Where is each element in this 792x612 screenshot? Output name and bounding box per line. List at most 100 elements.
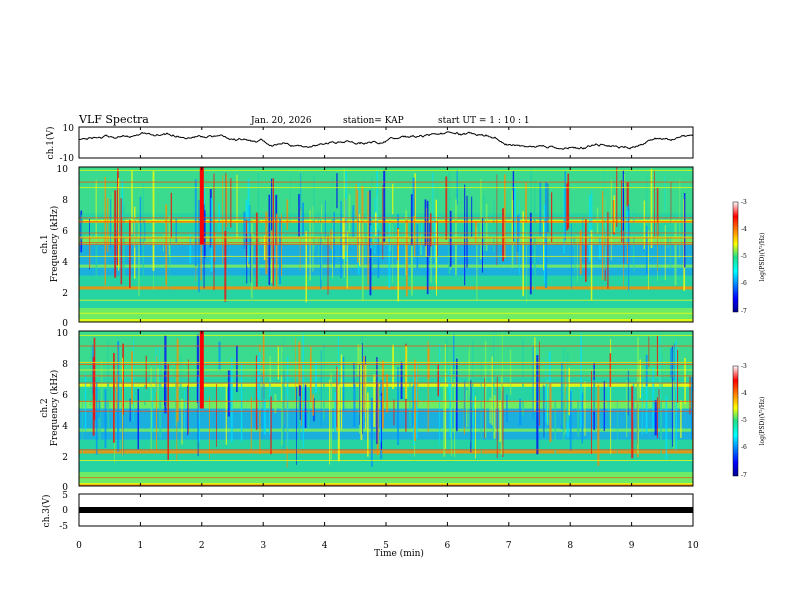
spectrogram-streak xyxy=(298,395,301,451)
spectrogram-streak xyxy=(187,359,189,435)
ch1-colorbar-tick-5: -5 xyxy=(741,253,747,260)
spectrogram-streak xyxy=(631,386,634,459)
spectrogram-streak xyxy=(375,212,377,236)
spectrogram-streak xyxy=(272,178,274,286)
spectrogram-streak xyxy=(664,225,666,281)
spectrogram-streak xyxy=(598,235,601,260)
spectrogram-streak xyxy=(453,334,455,375)
ch3-ytick-bottom: -5 xyxy=(59,522,68,532)
spectrogram-streak xyxy=(576,234,578,283)
spectrogram-streak xyxy=(300,215,302,239)
spectrogram-streak xyxy=(519,398,522,426)
spectrogram-line xyxy=(79,369,693,371)
spectrogram-streak xyxy=(445,339,448,374)
ch2-freq-tick-4: 4 xyxy=(62,422,68,432)
spectrogram-streak xyxy=(628,207,630,252)
spectrogram-streak xyxy=(657,222,658,282)
spectrogram-streak xyxy=(393,399,395,426)
spectrogram-streak xyxy=(539,182,542,236)
spectrogram-line xyxy=(79,221,693,223)
spectrogram-streak xyxy=(436,200,437,296)
spectrogram-streak xyxy=(392,223,394,284)
ch2-spectrogram-image xyxy=(79,331,694,486)
date-label: Jan. 20, 2026 xyxy=(250,116,312,126)
spectrogram-streak xyxy=(674,220,677,286)
time-tick-label: 6 xyxy=(445,541,451,551)
spectrogram-streak xyxy=(176,364,178,462)
spectrogram-streak xyxy=(257,356,260,400)
spectrogram-streak xyxy=(170,192,172,238)
spectrogram-streak xyxy=(133,339,134,422)
time-tick-label: 0 xyxy=(76,541,82,551)
spectrogram-streak xyxy=(626,182,629,211)
spectrogram-streak xyxy=(456,358,458,432)
ch1-freq-tick-10: 10 xyxy=(57,165,69,175)
ch2-freq-tick-10: 10 xyxy=(57,329,69,339)
spectrogram-streak xyxy=(357,189,359,263)
spectrogram-streak xyxy=(680,400,682,438)
spectrogram-streak xyxy=(353,383,356,427)
spectrogram-streak xyxy=(448,171,451,274)
ch2-colorbar-label: log(PSD)(V²/Hz) xyxy=(759,397,766,446)
spectrogram-streak xyxy=(567,173,570,229)
spectrogram-streak xyxy=(648,230,649,290)
spectrogram-streak xyxy=(493,200,495,252)
spectrogram-streak xyxy=(357,344,359,376)
spectrogram-streak xyxy=(283,368,285,450)
spectrogram-streak xyxy=(145,355,147,390)
spectrogram-streak xyxy=(522,339,524,416)
spectrogram-streak xyxy=(270,396,272,455)
spectrogram-streak xyxy=(597,385,600,466)
spectrogram-line xyxy=(79,242,693,244)
spectrogram-streak xyxy=(417,365,419,407)
ch1-voltage-trace xyxy=(78,131,694,150)
spectrogram-streak xyxy=(444,343,447,449)
spectrogram-streak xyxy=(104,389,107,448)
spectrogram-streak xyxy=(320,206,321,243)
spectrogram-streak xyxy=(164,335,167,414)
spectrogram-line xyxy=(79,361,693,363)
spectrogram-streak xyxy=(330,229,332,250)
spectrogram-streak xyxy=(255,355,258,430)
spectrogram-streak xyxy=(429,223,431,257)
spectrogram-streak xyxy=(187,385,188,436)
spectrogram-streak xyxy=(282,352,284,438)
spectrogram-streak xyxy=(196,334,199,403)
spectrogram-streak xyxy=(268,194,271,286)
spectrogram-streak xyxy=(337,384,340,462)
spectrogram-streak xyxy=(117,168,119,266)
spectrogram-streak xyxy=(218,341,221,371)
spectrogram-band xyxy=(79,450,693,454)
spectrogram-streak xyxy=(684,357,686,405)
spectrogram-streak xyxy=(116,346,118,392)
time-tick-label: 1 xyxy=(138,541,144,551)
spectrogram-streak xyxy=(179,355,182,398)
spectrogram-streak xyxy=(98,395,101,447)
ch1-freq-tick-2: 2 xyxy=(62,289,68,299)
spectrogram-line xyxy=(79,236,693,238)
spectrogram-streak xyxy=(313,175,315,251)
spectrogram-streak xyxy=(514,185,516,243)
ch2-spectrogram-channel-label: ch.2 xyxy=(40,398,50,417)
spectrogram-streak xyxy=(218,203,220,232)
spectrogram-streak xyxy=(236,345,238,393)
spectrogram-streak xyxy=(654,400,657,436)
spectrogram-streak xyxy=(482,218,483,273)
spectrogram-streak xyxy=(299,191,301,223)
spectrogram-streak xyxy=(98,400,100,418)
spectrogram-streak xyxy=(665,395,668,460)
spectrogram-streak xyxy=(89,235,91,269)
spectrogram-streak xyxy=(222,174,224,264)
spectrogram-streak xyxy=(156,355,158,451)
spectrogram-streak xyxy=(367,392,369,457)
spectrogram-streak xyxy=(250,397,252,450)
spectrogram-streak xyxy=(539,341,540,426)
spectrogram-streak xyxy=(225,383,227,445)
spectrogram-streak xyxy=(430,233,432,283)
spectrogram-streak xyxy=(246,233,248,284)
spectrogram-streak xyxy=(433,219,436,258)
spectrogram-line xyxy=(79,187,693,189)
spectrogram-streak xyxy=(466,390,468,428)
spectrogram-streak xyxy=(357,182,360,274)
time-axis-label: Time (min) xyxy=(374,548,424,559)
